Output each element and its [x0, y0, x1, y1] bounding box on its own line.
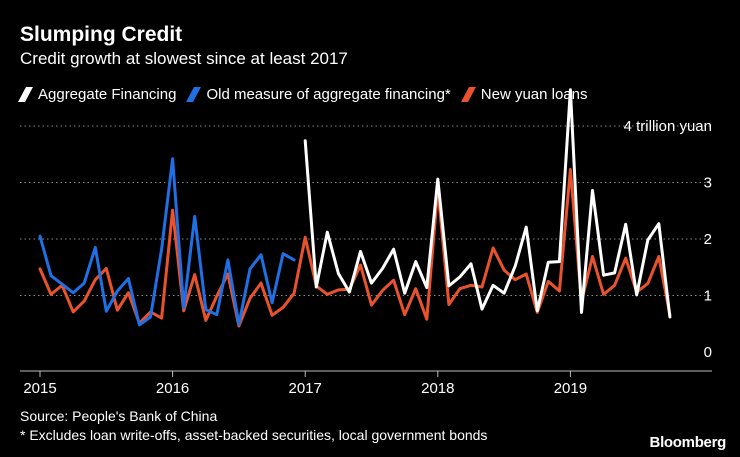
footnote: * Excludes loan write-offs, asset-backed…: [20, 427, 488, 443]
bloomberg-logo: Bloomberg: [649, 434, 727, 451]
x-tick-label-2018: 2018: [421, 380, 454, 397]
y-tick-label-1: 1: [704, 288, 712, 305]
series-line-aggregate-financing: [303, 88, 672, 319]
y-tick-label-0: 0: [704, 344, 712, 361]
y-tick-label-3: 3: [704, 175, 712, 192]
x-tick-label-2015: 2015: [23, 380, 56, 397]
legend-label-aggregate-financing: Aggregate Financing: [38, 86, 177, 103]
source-note: Source: People's Bank of China: [20, 408, 218, 424]
legend-label-old-measure: Old measure of aggregate financing*: [206, 86, 451, 103]
legend-item-old-measure: Old measure of aggregate financing*: [186, 86, 451, 103]
y-tick-label-4: 4 trillion yuan: [624, 118, 712, 135]
x-tick-label-2016: 2016: [156, 380, 189, 397]
chart-subtitle: Credit growth at slowest since at least …: [20, 49, 348, 68]
x-tick-label-2017: 2017: [289, 380, 322, 397]
legend-item-aggregate-financing: Aggregate Financing: [18, 86, 177, 103]
legend-label-new-yuan-loans: New yuan loans: [480, 86, 588, 103]
series-line-old-measure-of-aggregate-financing: [38, 157, 296, 327]
y-tick-label-2: 2: [704, 231, 712, 248]
chart-legend: Aggregate Financing Old measure of aggre…: [18, 86, 600, 103]
x-tick-label-2019: 2019: [554, 380, 587, 397]
chart-title: Slumping Credit: [20, 23, 183, 46]
legend-item-new-yuan-loans: New yuan loans: [460, 86, 588, 103]
